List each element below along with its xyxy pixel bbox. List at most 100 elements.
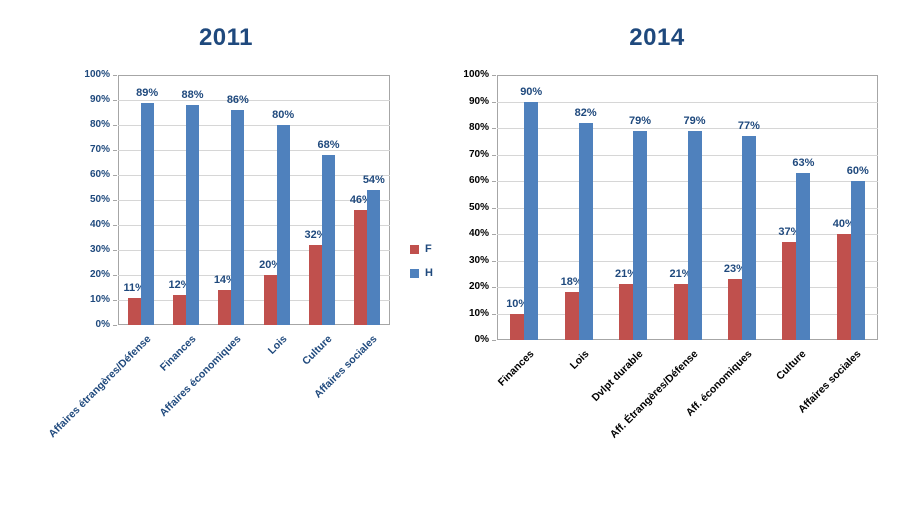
y-axis-tick xyxy=(492,340,496,341)
bar-h-6 xyxy=(850,181,865,340)
y-axis-label: 10% xyxy=(468,307,489,319)
bar-f-1 xyxy=(564,292,579,340)
y-axis-tick xyxy=(492,181,496,182)
y-axis-label: 80% xyxy=(89,119,110,130)
bar-value-label: 37% xyxy=(778,225,801,238)
bar-h-0 xyxy=(524,101,539,340)
bar-h-3 xyxy=(276,125,290,325)
y-axis-label: 70% xyxy=(468,148,489,160)
y-axis-tick xyxy=(113,225,117,226)
legend-item-h: H xyxy=(410,267,433,279)
legend-label-h: H xyxy=(425,267,433,279)
gridline xyxy=(497,128,878,129)
y-axis-label: 50% xyxy=(89,194,110,205)
x-axis-label: Lois xyxy=(567,348,592,372)
gridline xyxy=(118,300,390,301)
y-axis-label: 20% xyxy=(89,269,110,280)
bar-value-label: 54% xyxy=(362,174,385,186)
y-axis-label: 70% xyxy=(89,144,110,155)
y-axis-label: 90% xyxy=(468,95,489,107)
y-axis-tick xyxy=(492,313,496,315)
y-axis-tick xyxy=(113,100,117,101)
bar-h-0 xyxy=(140,102,154,325)
gridline xyxy=(118,225,390,226)
bar-h-5 xyxy=(367,190,381,325)
bar-f-6 xyxy=(836,234,851,340)
y-axis-label: 100% xyxy=(463,69,489,80)
y-axis-tick xyxy=(113,325,117,326)
bar-f-5 xyxy=(782,241,797,340)
bar-h-1 xyxy=(186,105,199,325)
gridline xyxy=(497,101,878,103)
gridline xyxy=(118,250,390,251)
y-axis-label: 10% xyxy=(89,294,110,305)
y-axis-tick xyxy=(492,234,496,235)
y-axis-tick xyxy=(113,275,117,276)
legend-swatch-f xyxy=(410,244,419,254)
bar-value-label: 20% xyxy=(259,259,282,271)
y-axis-label: 90% xyxy=(89,94,110,105)
bar-value-label: 21% xyxy=(615,268,638,281)
y-axis-label: 100% xyxy=(84,69,110,80)
bar-h-4 xyxy=(322,155,335,325)
y-axis-label: 20% xyxy=(468,281,489,292)
bar-value-label: 11% xyxy=(123,281,145,294)
bar-value-label: 77% xyxy=(737,119,760,132)
y-axis-label: 50% xyxy=(468,201,489,213)
x-axis-label: Aff. Étrangères/Défense xyxy=(607,348,700,441)
legend-item-f: F xyxy=(410,243,433,255)
bar-f-5 xyxy=(354,210,368,325)
bar-f-1 xyxy=(173,295,186,325)
bar-f-3 xyxy=(673,284,688,340)
y-axis-label: 0% xyxy=(474,334,489,345)
y-axis-tick xyxy=(492,154,496,156)
bar-value-label: 46% xyxy=(349,194,372,206)
y-axis-tick xyxy=(113,250,117,251)
y-axis-label: 40% xyxy=(468,228,489,239)
legend-swatch-h xyxy=(410,268,419,278)
bar-value-label: 80% xyxy=(272,109,295,121)
bar-value-label: 18% xyxy=(560,276,583,289)
bar-f-2 xyxy=(218,290,232,325)
bar-value-label: 86% xyxy=(226,94,249,106)
y-axis-label: 40% xyxy=(89,219,110,230)
bar-value-label: 40% xyxy=(832,218,855,230)
bar-h-2 xyxy=(633,130,648,340)
bar-value-label: 82% xyxy=(574,106,597,119)
bar-value-label: 79% xyxy=(683,114,706,127)
y-axis-tick xyxy=(113,150,117,151)
y-axis-tick xyxy=(113,300,117,301)
y-axis-tick xyxy=(113,75,117,76)
bar-value-label: 60% xyxy=(846,165,869,177)
y-axis-label: 0% xyxy=(95,319,110,330)
y-axis-tick xyxy=(492,75,496,76)
y-axis-label: 60% xyxy=(468,175,489,186)
y-axis-tick xyxy=(113,200,117,201)
gridline xyxy=(118,150,390,151)
chart-legend: F H xyxy=(410,243,433,291)
gridline xyxy=(118,275,390,276)
x-axis-label: Affaires sociales xyxy=(795,348,864,416)
y-axis-tick xyxy=(492,260,496,262)
bar-f-0 xyxy=(510,313,525,340)
bar-h-5 xyxy=(796,173,811,340)
bar-value-label: 23% xyxy=(723,263,746,276)
y-axis-tick xyxy=(113,125,117,126)
bar-h-3 xyxy=(687,130,702,340)
bar-value-label: 90% xyxy=(520,85,543,98)
bar-f-2 xyxy=(619,284,634,340)
bar-h-4 xyxy=(741,135,756,340)
bar-value-label: 89% xyxy=(136,86,159,99)
gridline xyxy=(118,200,390,201)
y-axis-label: 80% xyxy=(468,122,489,133)
bar-value-label: 21% xyxy=(669,268,692,281)
bar-h-2 xyxy=(231,110,245,325)
y-axis-tick xyxy=(492,207,496,209)
bar-f-3 xyxy=(263,275,277,325)
y-axis-label: 30% xyxy=(468,254,489,266)
bar-value-label: 10% xyxy=(506,297,529,310)
y-axis-tick xyxy=(492,128,496,129)
y-axis-tick xyxy=(113,175,117,176)
gridline xyxy=(118,100,390,101)
